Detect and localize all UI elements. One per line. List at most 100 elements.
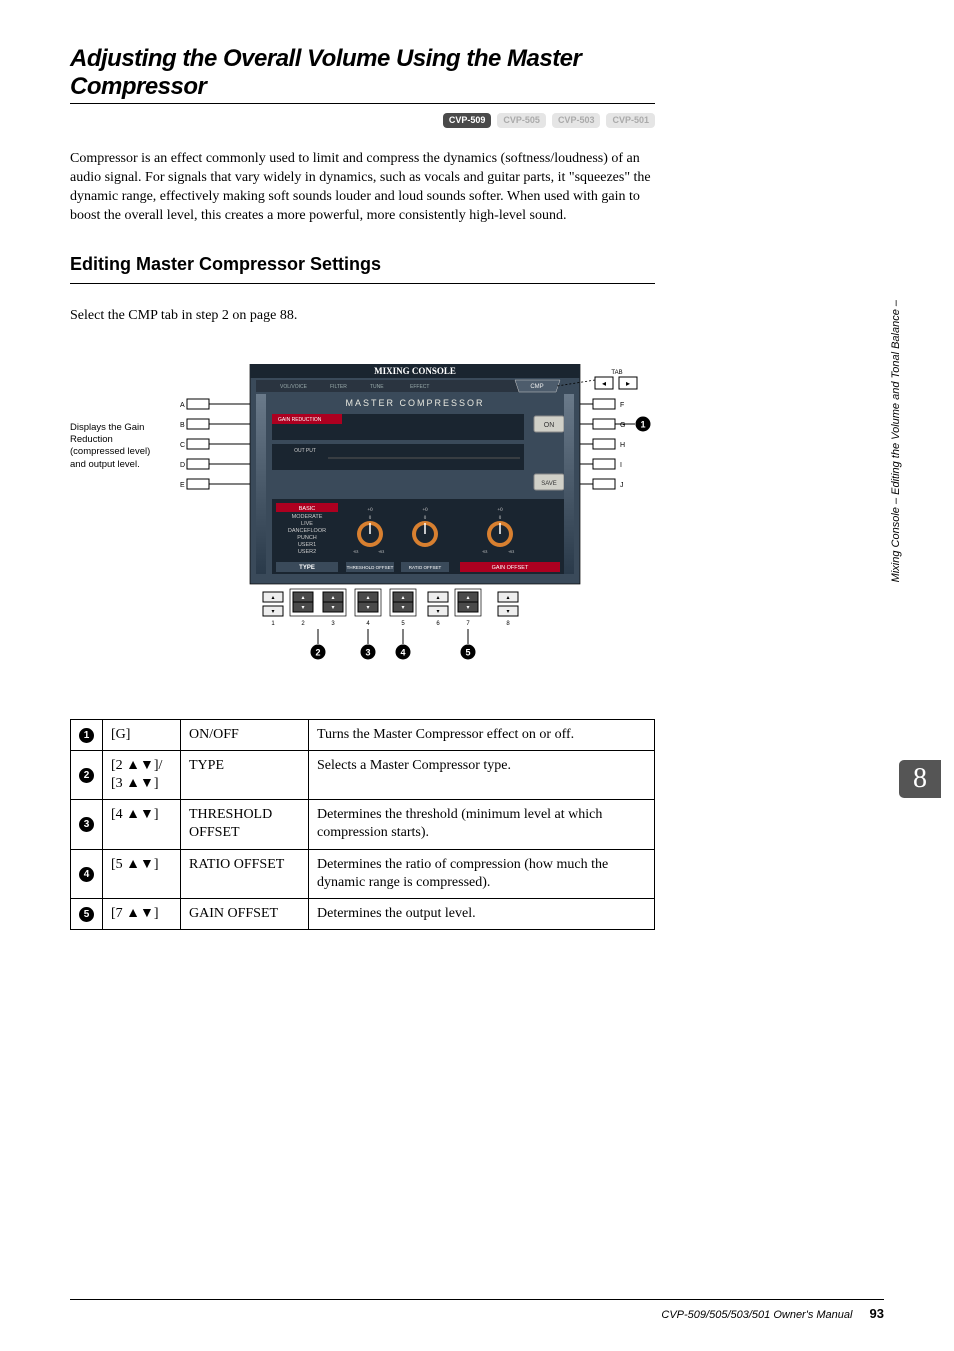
- svg-text:▾: ▾: [436, 609, 439, 615]
- console-figure: MIXING CONSOLE VOL/VOICE FILTER TUNE EFF…: [175, 364, 655, 674]
- tab-label-text: TAB: [611, 370, 622, 376]
- row-num-1: 1: [79, 728, 94, 743]
- knob-gain-label: GAIN OFFSET: [492, 565, 529, 571]
- panel-btn-I: I: [580, 459, 622, 469]
- table-row: 3 [4 ▲▼] THRESHOLD OFFSET Determines the…: [71, 800, 655, 849]
- svg-text:A: A: [180, 402, 185, 409]
- svg-text:▴: ▴: [331, 595, 334, 601]
- svg-text:▴: ▴: [401, 595, 404, 601]
- tab-volvoice: VOL/VOICE: [280, 384, 308, 390]
- bottom-btn-4: ▴ ▾ 4: [358, 592, 378, 627]
- section-heading: Editing Master Compressor Settings: [70, 254, 655, 275]
- type-item-user2: USER2: [298, 549, 316, 555]
- screen-header: MASTER COMPRESSOR: [345, 398, 484, 408]
- panel-btn-H: H: [580, 439, 625, 449]
- svg-text:I: I: [620, 462, 622, 469]
- panel-btn-J: J: [580, 479, 624, 489]
- tab-cmp: CMP: [530, 384, 543, 390]
- svg-text:E: E: [180, 482, 185, 489]
- knob-threshold-tick-left: -63: [353, 549, 358, 554]
- row-name-5: GAIN OFFSET: [181, 898, 309, 929]
- type-item-basic: BASIC: [299, 506, 316, 512]
- svg-text:▴: ▴: [466, 595, 469, 601]
- callout-3: 3: [365, 647, 370, 657]
- row-name-4: RATIO OFFSET: [181, 849, 309, 898]
- row-desc-3: Determines the threshold (minimum level …: [309, 800, 655, 849]
- row-num-2: 2: [79, 768, 94, 783]
- panel-btn-D: D: [180, 459, 250, 469]
- svg-text:F: F: [620, 402, 624, 409]
- type-item-dancefloor: DANCEFLOOR: [288, 528, 326, 534]
- bottom-btn-5: ▴ ▾ 5: [393, 592, 413, 627]
- row-name-2: TYPE: [181, 750, 309, 799]
- callout-5: 5: [465, 647, 470, 657]
- footer-manual-title: CVP-509/505/503/501 Owner's Manual: [661, 1309, 852, 1321]
- svg-text:6: 6: [436, 621, 440, 627]
- bottom-btn-6: ▴ ▾ 6: [428, 592, 448, 627]
- knob-threshold-tick-pos: +0: [367, 508, 373, 513]
- badge-cvp-503: CVP-503: [552, 113, 601, 128]
- section-underline: [70, 283, 655, 284]
- knob-gain-tick-pos: +0: [497, 508, 503, 513]
- gain-reduction-label: GAIN REDUCTION: [278, 417, 322, 423]
- side-section-label: Mixing Console – Editing the Volume and …: [890, 300, 902, 582]
- svg-text:▾: ▾: [271, 609, 274, 615]
- svg-text:▴: ▴: [436, 595, 439, 601]
- svg-text:C: C: [180, 442, 185, 449]
- model-badges: CVP-509 CVP-505 CVP-503 CVP-501: [70, 110, 655, 128]
- svg-text:4: 4: [366, 621, 370, 627]
- table-row: 2 [2 ▲▼]/ [3 ▲▼] TYPE Selects a Master C…: [71, 750, 655, 799]
- svg-text:▴: ▴: [506, 595, 509, 601]
- table-row: 1 [G] ON/OFF Turns the Master Compressor…: [71, 719, 655, 750]
- svg-text:D: D: [180, 462, 185, 469]
- bottom-btn-1: ▴ ▾ 1: [263, 592, 283, 627]
- chapter-tab: 8: [899, 760, 941, 798]
- figure-caption: Displays the Gain Reduction (compressed …: [70, 364, 175, 674]
- bottom-btn-2: ▴ ▾ 2: [293, 592, 313, 627]
- bottom-btn-7: ▴ ▾ 7: [458, 592, 478, 627]
- svg-text:5: 5: [401, 621, 405, 627]
- svg-text:▾: ▾: [331, 605, 334, 611]
- title-underline: [70, 103, 655, 104]
- svg-text:▴: ▴: [301, 595, 304, 601]
- table-row: 4 [5 ▲▼] RATIO OFFSET Determines the rat…: [71, 849, 655, 898]
- row-num-5: 5: [79, 907, 94, 922]
- svg-text:▾: ▾: [301, 605, 304, 611]
- row-desc-2: Selects a Master Compressor type.: [309, 750, 655, 799]
- knob-ratio-label: RATIO OFFSET: [409, 565, 442, 570]
- badge-cvp-505: CVP-505: [497, 113, 546, 128]
- svg-text:7: 7: [466, 621, 470, 627]
- row-desc-5: Determines the output level.: [309, 898, 655, 929]
- svg-text:2: 2: [301, 621, 305, 627]
- type-item-live: LIVE: [301, 521, 313, 527]
- svg-text:▾: ▾: [401, 605, 404, 611]
- type-item-moderate: MODERATE: [292, 514, 323, 520]
- output-label: OUT PUT: [294, 448, 316, 454]
- svg-text:▴: ▴: [271, 595, 274, 601]
- row-btn-2: [2 ▲▼]/ [3 ▲▼]: [103, 750, 181, 799]
- on-button: ON: [544, 422, 555, 429]
- row-name-3: THRESHOLD OFFSET: [181, 800, 309, 849]
- panel-btn-A: A: [180, 399, 250, 409]
- badge-cvp-509: CVP-509: [443, 113, 492, 128]
- type-item-punch: PUNCH: [297, 535, 317, 541]
- type-item-user1: USER1: [298, 542, 316, 548]
- svg-text:J: J: [620, 482, 624, 489]
- row-btn-1: [G]: [103, 719, 181, 750]
- tab-right-arrow-icon: ▸: [626, 379, 630, 388]
- row-btn-4: [5 ▲▼]: [103, 849, 181, 898]
- row-num-3: 3: [79, 817, 94, 832]
- type-label: TYPE: [299, 565, 315, 571]
- knob-gain-tick-right: +63: [508, 549, 514, 554]
- svg-text:1: 1: [271, 621, 275, 627]
- svg-text:H: H: [620, 442, 625, 449]
- row-desc-1: Turns the Master Compressor effect on or…: [309, 719, 655, 750]
- svg-text:G: G: [620, 422, 625, 429]
- bottom-btn-3: ▴ ▾ 3: [323, 592, 343, 627]
- bottom-btn-8: ▴ ▾ 8: [498, 592, 518, 627]
- panel-btn-F: F: [580, 399, 624, 409]
- svg-text:B: B: [180, 422, 185, 429]
- tab-effect: EFFECT: [410, 384, 429, 390]
- svg-text:▾: ▾: [466, 605, 469, 611]
- panel-btn-E: E: [180, 479, 250, 489]
